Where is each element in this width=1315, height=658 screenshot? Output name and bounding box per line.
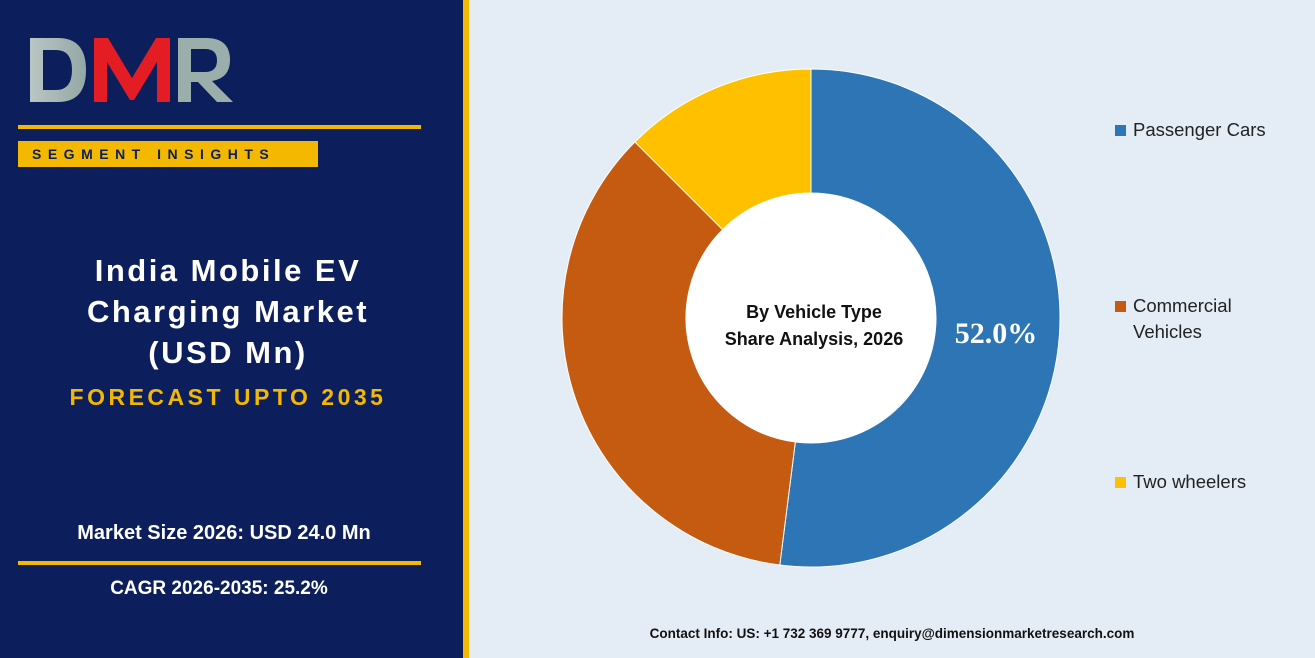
legend-swatch-commercial-vehicles xyxy=(1115,301,1126,312)
top-divider-line xyxy=(18,125,421,129)
report-title: India Mobile EV Charging Market (USD Mn) xyxy=(0,250,456,373)
report-title-line-1: India Mobile EV xyxy=(94,253,362,288)
market-size-text: Market Size 2026: USD 24.0 Mn xyxy=(77,522,371,544)
donut-hole xyxy=(686,193,936,443)
forecast-subtitle: FORECAST UPTO 2035 xyxy=(69,384,387,410)
legend-item-commercial-vehicles: Commercial Vehicles xyxy=(1115,293,1232,345)
dmr-logo xyxy=(30,38,233,102)
donut-slices xyxy=(561,68,1061,568)
legend-item-passenger-cars: Passenger Cars xyxy=(1115,117,1266,143)
chart-panel: By Vehicle Type Share Analysis, 2026 52.… xyxy=(469,0,1315,658)
stats-divider-line xyxy=(18,561,421,565)
data-label-passenger-cars: 52.0% xyxy=(955,317,1038,350)
center-label-line-2: Share Analysis, 2026 xyxy=(725,329,903,349)
legend-label-commercial-line-1: Commercial xyxy=(1133,295,1232,316)
data-labels: 52.0% xyxy=(955,317,1038,350)
segment-insights-badge: SEGMENT INSIGHTS xyxy=(18,141,318,167)
left-panel: SEGMENT INSIGHTS India Mobile EV Chargin… xyxy=(0,0,463,658)
legend-label-commercial-vehicles: Commercial Vehicles xyxy=(1133,293,1232,345)
gold-vertical-divider xyxy=(463,0,469,658)
cagr-text: CAGR 2026-2035: 25.2% xyxy=(110,578,328,599)
legend-item-two-wheelers: Two wheelers xyxy=(1115,469,1246,495)
legend-swatch-passenger-cars xyxy=(1115,125,1126,136)
donut-chart: By Vehicle Type Share Analysis, 2026 52.… xyxy=(561,68,1061,568)
center-label-line-1: By Vehicle Type xyxy=(746,302,882,322)
legend-swatch-two-wheelers xyxy=(1115,477,1126,488)
report-title-line-2: Charging Market xyxy=(86,294,370,329)
legend-label-two-wheelers: Two wheelers xyxy=(1133,471,1247,492)
report-title-line-3: (USD Mn) xyxy=(148,335,308,370)
legend-label-commercial-line-2: Vehicles xyxy=(1133,321,1202,342)
contact-info: Contact Info: US: +1 732 369 9777, enqui… xyxy=(649,626,1135,641)
legend-label-passenger-cars: Passenger Cars xyxy=(1133,119,1266,140)
